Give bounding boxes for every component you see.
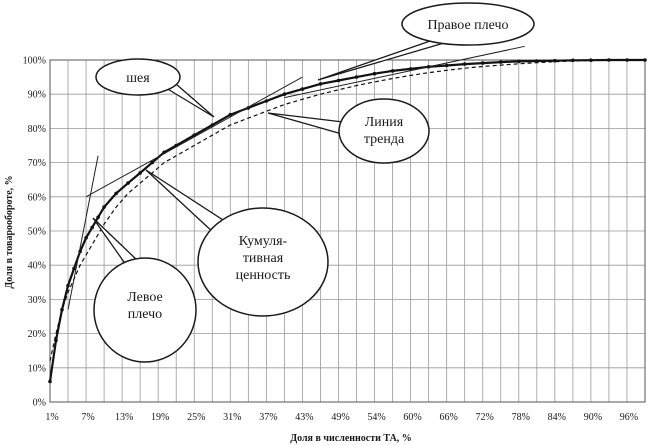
callout-text: Правое плечо (427, 18, 508, 33)
callout-text: ценность (236, 268, 291, 283)
callout-pointer (145, 169, 224, 236)
callout-pointer (92, 217, 140, 263)
callout-text: Кумуля- (239, 234, 288, 249)
tangent-right (284, 45, 525, 99)
callout-pointer (267, 112, 344, 135)
callout-bubble (401, 2, 535, 46)
x-tick-label: 78% (512, 412, 530, 423)
cumulative-line (48, 58, 645, 382)
cumulative-point (150, 160, 154, 165)
callout-text: шея (126, 71, 150, 86)
cumulative-point (228, 112, 233, 117)
y-tick-label: 40% (28, 261, 46, 272)
y-tick-label: 10% (28, 363, 46, 374)
tangent-left (67, 155, 99, 310)
callout-pravoe-plecho: Правое плечо (317, 2, 535, 81)
y-tick-label: 100% (23, 56, 46, 67)
cumulative-point (462, 62, 467, 66)
y-tick-label: 70% (28, 158, 46, 169)
x-tick-label: 7% (81, 412, 94, 423)
tangent-lines (67, 45, 525, 310)
x-tick-label: 25% (187, 412, 205, 423)
cumulative-point (126, 181, 130, 185)
cumulative-point (114, 191, 118, 196)
cumulative-point (96, 215, 100, 220)
x-tick-label: 37% (259, 412, 277, 423)
x-tick-label: 60% (403, 412, 421, 423)
callout-levoe-plecho: Левое плечо (92, 217, 197, 363)
axes: 0% 10% 20% 30% 40% 50% 60% 70% 80% 90% 100% 1% 7% 13%… (23, 56, 638, 424)
callout-bubble (95, 58, 181, 96)
callout-text: плечо (128, 307, 162, 322)
callout-liniya-trenda: Линия тренда (267, 98, 430, 164)
y-tick-label: 50% (28, 227, 46, 238)
x-tick-label: 72% (476, 412, 494, 423)
callout-text: тренда (364, 132, 405, 147)
callout-bubble (93, 257, 197, 363)
x-tick-label: 31% (223, 412, 241, 423)
x-tick-label: 66% (439, 412, 457, 423)
callout-sheya: шея (95, 58, 215, 118)
x-tick-label: 84% (548, 412, 566, 423)
cumulative-point (354, 75, 359, 79)
y-tick-label: 20% (28, 329, 46, 340)
y-tick-label: 90% (28, 90, 46, 101)
trend-line (49, 59, 645, 362)
series-layer (48, 58, 647, 384)
callout-pointer (164, 83, 215, 118)
cumulative-point (84, 236, 88, 240)
cumulative-point (499, 60, 503, 64)
tangent-neck (85, 76, 303, 198)
cumulative-point (444, 63, 449, 68)
plot-frame (49, 59, 646, 403)
x-tick-label: 54% (367, 412, 385, 423)
x-axis-title: Доля в численности ТА, % (290, 433, 412, 444)
cumulative-point (607, 58, 611, 62)
callouts: Правое плечо шея Линия тренда Кумуля-тивная ц… (92, 2, 535, 363)
cumulative-point (318, 82, 323, 86)
cumulative-point (264, 99, 269, 103)
x-tick-label: 96% (620, 412, 638, 423)
y-tick-label: 60% (28, 192, 46, 203)
cumulative-point (643, 58, 647, 62)
cumulative-point (102, 205, 106, 209)
callout-text: Левое (127, 290, 163, 305)
x-tick-label: 13% (115, 412, 133, 423)
cumulative-point (138, 171, 142, 175)
cumulative-point (66, 283, 70, 288)
callout-bubble (197, 207, 329, 317)
y-tick-label: 30% (28, 295, 46, 306)
x-tick-label: 90% (584, 412, 602, 423)
callout-kumulyativnaya: Кумуля-тивная ценность (145, 169, 329, 317)
cumulative-point (517, 59, 521, 64)
cumulative-point (48, 379, 52, 384)
cumulative-point (336, 78, 341, 83)
cumulative-point (300, 87, 305, 91)
cumulative-point (372, 71, 377, 76)
cumulative-point (535, 59, 539, 63)
cumulative-point (408, 67, 413, 71)
cumulative-point (72, 266, 76, 271)
cumulative-point (480, 61, 485, 65)
x-tick-label: 43% (295, 412, 313, 423)
y-tick-label: 80% (28, 124, 46, 135)
x-tick-label: 19% (151, 412, 169, 423)
cumulative-point (390, 69, 395, 73)
cumulative-point (282, 92, 287, 96)
x-tick-label: 1% (45, 412, 58, 423)
y-tick-label: 0% (33, 398, 46, 409)
y-axis-title: Доля в товарообороте, % (4, 175, 15, 288)
callout-text: Линия (365, 115, 404, 130)
x-tick-label: 49% (331, 412, 349, 423)
callout-bubble (338, 98, 430, 164)
callout-text: тивная (243, 251, 284, 266)
cumulative-point (90, 225, 94, 230)
